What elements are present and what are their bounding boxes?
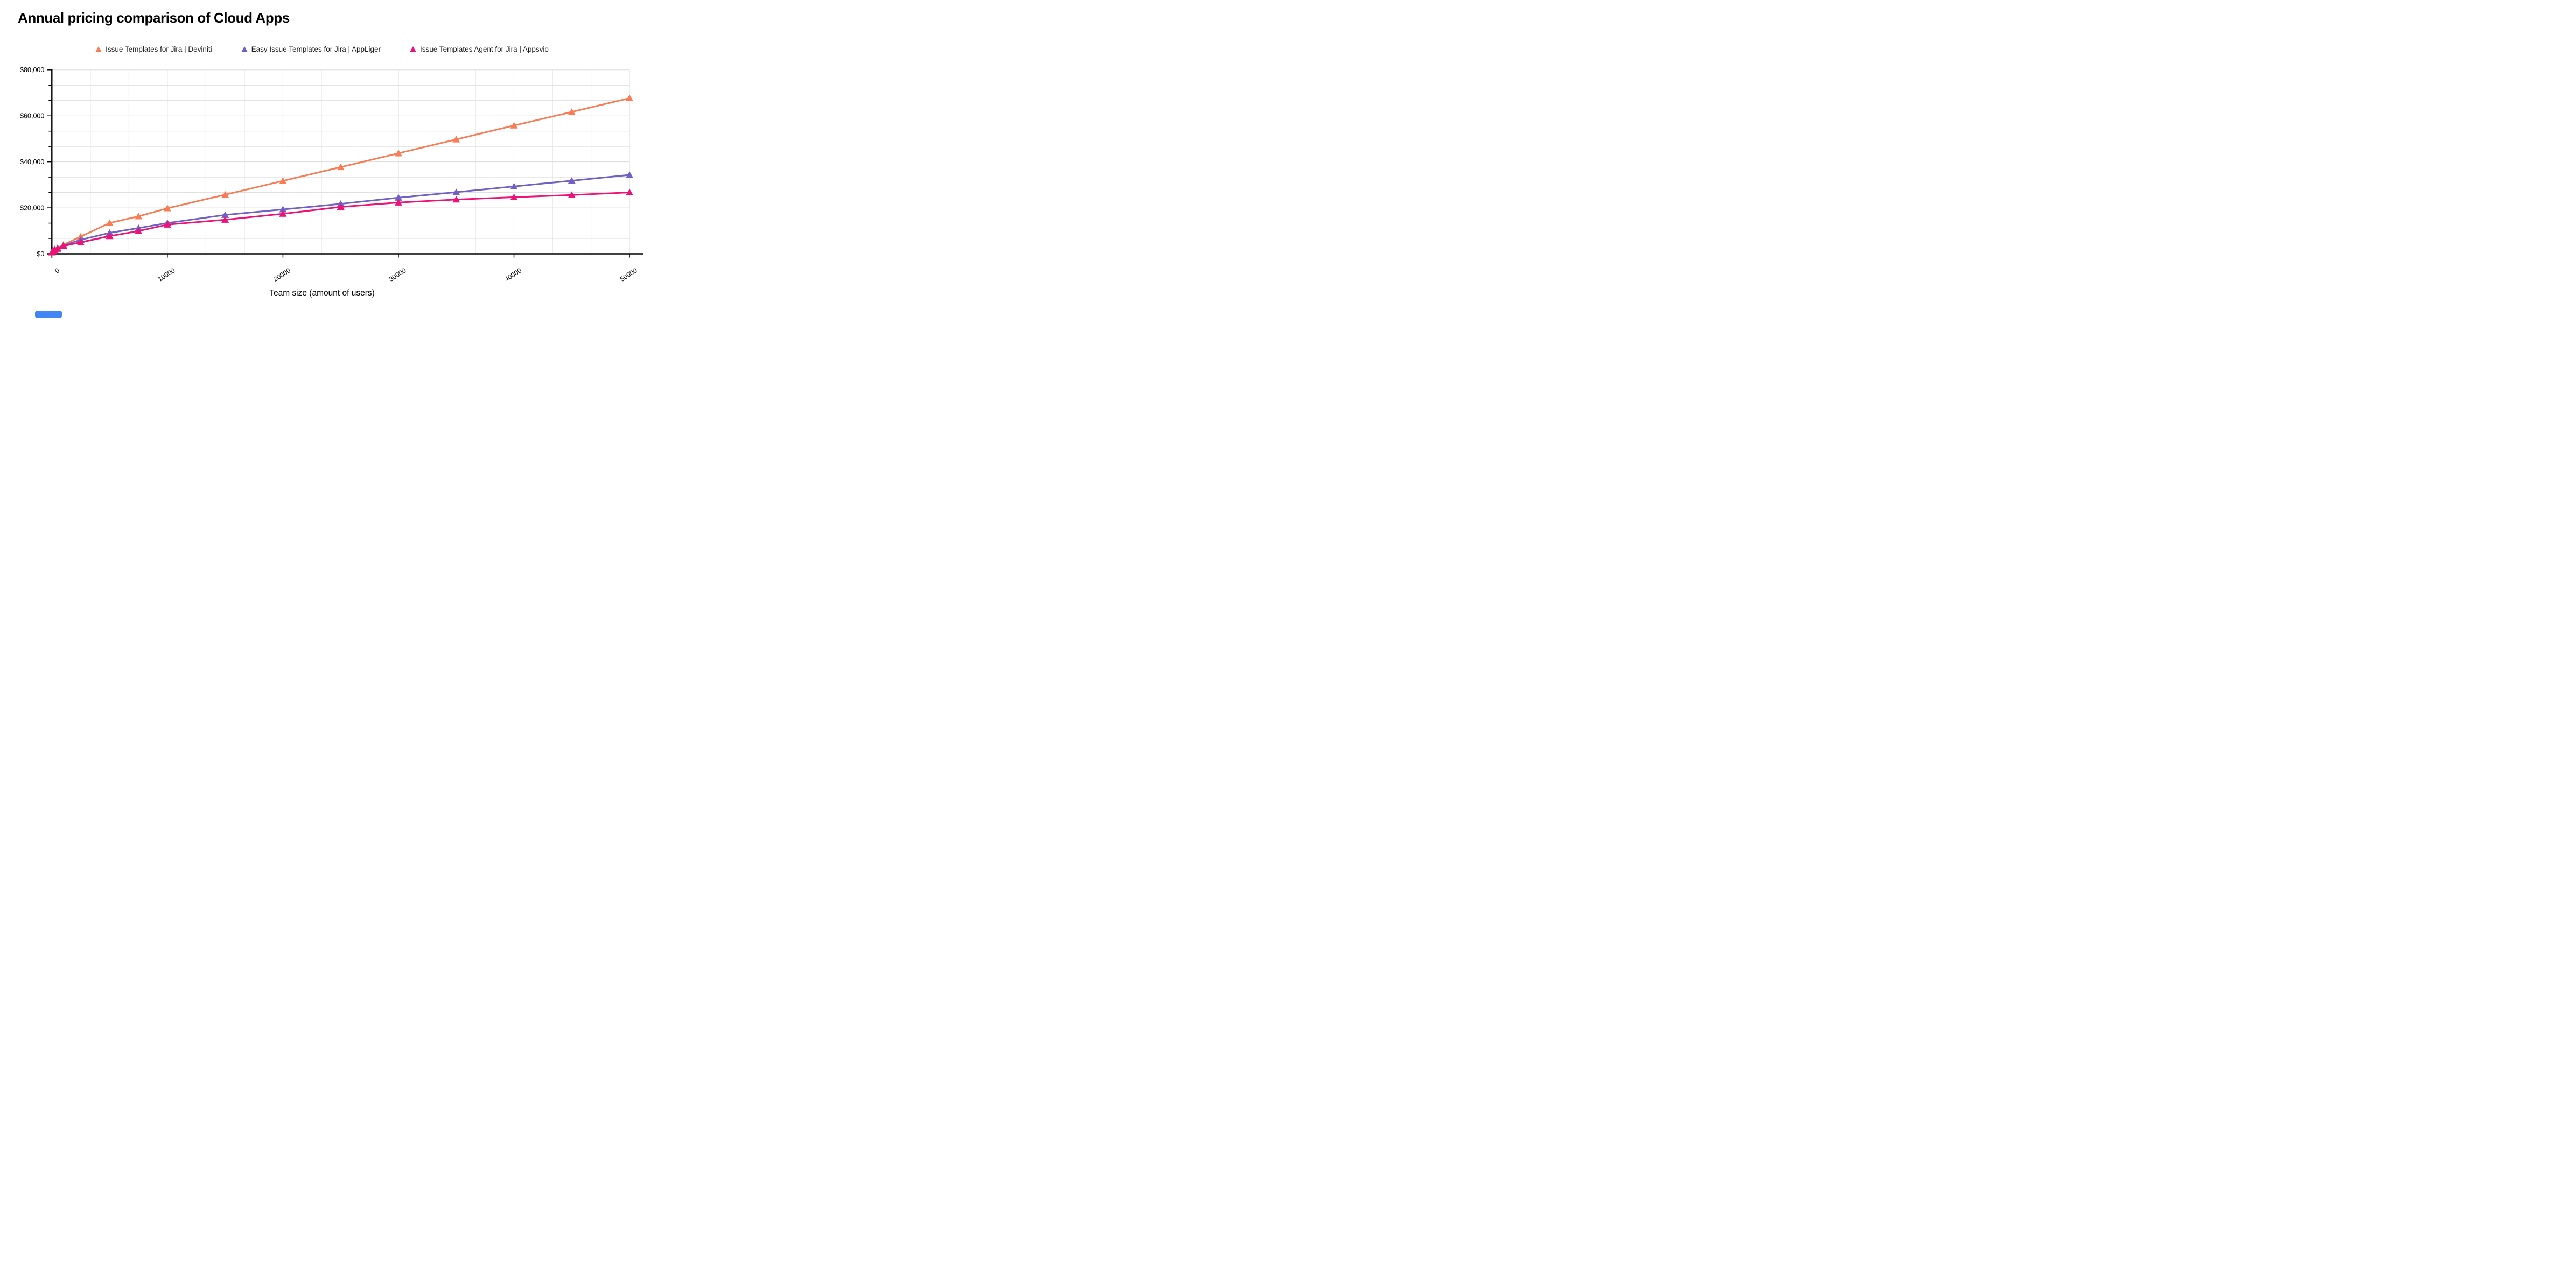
x-axis-title: Team size (amount of users) <box>269 289 375 298</box>
data-point <box>568 108 576 115</box>
watermark-badge <box>35 311 62 318</box>
legend-item-appliger: Easy Issue Templates for Jira | AppLiger <box>241 45 381 53</box>
data-point <box>59 242 67 249</box>
data-point <box>106 219 114 226</box>
x-tick-label: 0 <box>53 266 60 275</box>
data-point <box>394 194 402 201</box>
data-point <box>452 188 460 195</box>
legend-item-appsvio: Issue Templates Agent for Jira | Appsvio <box>410 45 549 53</box>
data-point <box>510 182 518 189</box>
y-tick-label: $80,000 <box>20 66 44 74</box>
data-point <box>163 221 171 228</box>
data-point <box>279 206 287 213</box>
x-tick-label: 20000 <box>272 266 292 283</box>
legend-item-deviniti: Issue Templates for Jira | Deviniti <box>95 45 212 53</box>
y-tick-label: $40,000 <box>20 158 44 166</box>
legend-marker-appsvio-icon <box>410 46 417 52</box>
y-tick-label: $0 <box>37 250 44 258</box>
x-tick-label: 40000 <box>503 266 523 283</box>
data-point <box>337 203 345 210</box>
data-point <box>394 199 402 206</box>
x-tick-labels: 0 10000 20000 30000 40000 50000 <box>53 266 638 283</box>
data-point <box>568 177 576 184</box>
data-point <box>106 232 114 240</box>
series-markers-appsvio <box>48 188 634 256</box>
data-point <box>76 238 85 245</box>
data-point <box>568 191 576 198</box>
data-point <box>337 163 345 171</box>
data-point <box>626 171 634 178</box>
data-point <box>394 150 402 157</box>
legend-marker-appliger-icon <box>241 46 248 52</box>
data-point <box>626 94 634 101</box>
data-point <box>54 245 62 252</box>
data-point <box>221 191 229 198</box>
data-point <box>510 193 518 201</box>
pricing-line-chart: $0 $20,000 $40,000 $60,000 $80,000 0 10000 2000… <box>20 66 643 283</box>
data-point <box>221 216 229 223</box>
data-point <box>135 213 143 220</box>
chart-title: Annual pricing comparison of Cloud Apps <box>18 10 290 26</box>
x-tick-label: 30000 <box>388 266 408 283</box>
legend-marker-deviniti-icon <box>95 46 102 52</box>
legend-label-appsvio: Issue Templates Agent for Jira | Appsvio <box>420 45 549 53</box>
y-tick-labels: $0 $20,000 $40,000 $60,000 $80,000 <box>20 66 44 258</box>
data-point <box>135 227 143 234</box>
data-point <box>163 205 171 212</box>
data-point <box>626 188 634 196</box>
legend-label-appliger: Easy Issue Templates for Jira | AppLiger <box>251 45 381 53</box>
x-tick-label: 10000 <box>157 266 177 283</box>
axis-ticks <box>47 69 630 258</box>
x-tick-label: 50000 <box>619 266 639 283</box>
legend-label-deviniti: Issue Templates for Jira | Deviniti <box>106 45 212 53</box>
gridlines <box>52 69 630 254</box>
y-tick-label: $20,000 <box>20 204 44 212</box>
data-point <box>279 177 287 184</box>
data-point <box>221 211 229 218</box>
data-point <box>510 122 518 129</box>
data-point <box>279 210 287 217</box>
legend: Issue Templates for Jira | Deviniti Easy … <box>0 45 644 53</box>
data-point <box>452 195 460 203</box>
y-tick-label: $60,000 <box>20 112 44 120</box>
data-point <box>452 136 460 143</box>
chart-page: { "header": { "title": "Annual pricing c… <box>0 0 644 318</box>
